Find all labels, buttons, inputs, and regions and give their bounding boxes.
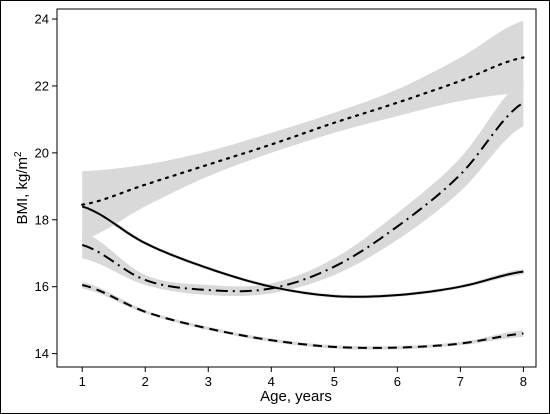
- x-tick-label: 6: [394, 374, 401, 389]
- y-axis-title: BMI, kg/m2: [13, 151, 31, 225]
- y-tick-label: 16: [35, 279, 49, 294]
- confidence-bands: [82, 20, 524, 350]
- series-line-dashed: [81, 284, 524, 349]
- series-lines: [81, 56, 525, 349]
- y-tick-label: 24: [35, 12, 49, 27]
- x-tick-label: 3: [205, 374, 212, 389]
- y-tick-label: 20: [35, 145, 49, 160]
- x-tick-label: 2: [142, 374, 149, 389]
- ci-band-dotted: [82, 20, 524, 240]
- x-axis-title: Age, years: [260, 388, 332, 405]
- x-axis: 1 2 3 4 5 6 7 8: [79, 367, 527, 389]
- series-line-dotted: [81, 56, 525, 206]
- x-tick-label: 4: [268, 374, 275, 389]
- ci-band-dash-dot: [82, 79, 524, 296]
- series-line-solid: [81, 205, 524, 298]
- series-line-dash-dot: [81, 101, 524, 293]
- y-tick-label: 22: [35, 78, 49, 93]
- y-tick-label: 18: [35, 212, 49, 227]
- y-tick-label: 14: [35, 346, 49, 361]
- y-axis-title-main: BMI, kg/m: [14, 157, 31, 225]
- x-tick-label: 7: [457, 374, 464, 389]
- x-tick-label: 1: [79, 374, 86, 389]
- x-tick-label: 5: [331, 374, 338, 389]
- x-tick-label: 8: [520, 374, 527, 389]
- y-axis-title-superscript: 2: [13, 151, 24, 157]
- plot-frame: [56, 8, 537, 368]
- y-axis: 14 16 18 20 22 24: [35, 12, 57, 361]
